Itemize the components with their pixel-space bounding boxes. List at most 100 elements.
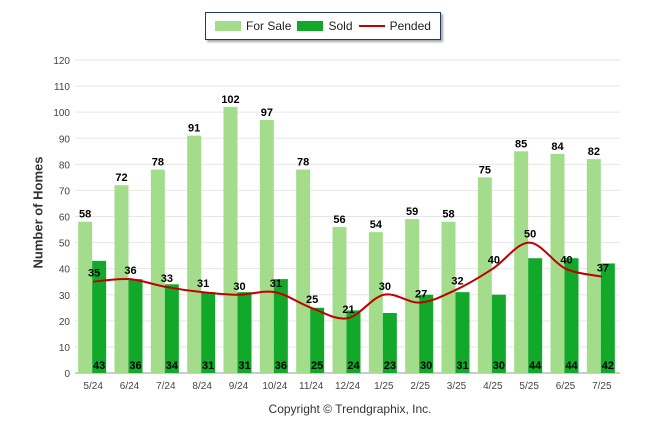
bar-for-sale	[296, 169, 311, 373]
bar-for-sale	[187, 135, 202, 373]
bar-sold	[164, 284, 179, 373]
y-tick-label: 40	[59, 265, 71, 276]
x-tick-label: 7/24	[156, 381, 176, 392]
legend-label-for-sale: For Sale	[246, 19, 292, 33]
sold-value-label: 30	[420, 360, 432, 372]
bar-for-sale	[332, 226, 347, 373]
x-tick-label: 11/24	[299, 381, 324, 392]
x-tick-label: 9/24	[229, 381, 249, 392]
bar-sold	[564, 258, 579, 373]
for-sale-value-label: 78	[152, 157, 164, 169]
y-tick-label: 120	[53, 56, 70, 67]
y-tick-label: 80	[59, 160, 71, 171]
x-tick-label: 5/24	[83, 381, 103, 392]
for-sale-value-label: 91	[188, 123, 200, 135]
legend: For Sale Sold Pended	[205, 12, 441, 40]
y-tick-label: 60	[59, 213, 71, 224]
y-tick-label: 110	[54, 82, 70, 93]
bar-sold	[455, 292, 470, 373]
y-tick-label: 20	[59, 317, 71, 328]
bar-sold	[201, 292, 216, 373]
for-sale-value-label: 58	[79, 209, 91, 221]
bar-sold	[310, 307, 325, 373]
y-tick-label: 90	[59, 134, 71, 145]
bar-sold	[419, 294, 434, 373]
for-sale-value-label: 59	[406, 206, 418, 218]
bar-for-sale	[368, 232, 383, 373]
pended-swatch	[358, 25, 385, 27]
bar-sold	[346, 310, 361, 373]
x-tick-label: 1/25	[374, 381, 394, 392]
legend-item-for-sale[interactable]: For Sale	[215, 19, 291, 33]
pended-value-label: 31	[197, 278, 209, 290]
for-sale-value-label: 56	[333, 214, 345, 226]
bar-sold	[273, 279, 288, 373]
sold-value-label: 24	[347, 360, 360, 372]
y-tick-label: 100	[53, 108, 70, 119]
bar-for-sale	[586, 159, 601, 373]
bar-for-sale	[514, 151, 529, 373]
x-tick-label: 7/25	[592, 381, 612, 392]
legend-item-pended[interactable]: Pended	[358, 19, 431, 33]
y-tick-label: 30	[59, 291, 71, 302]
y-axis-label: Number of Homes	[30, 156, 46, 269]
x-tick-label: 12/24	[335, 381, 360, 392]
pended-value-label: 50	[524, 229, 536, 241]
for-sale-value-label: 97	[261, 107, 273, 119]
for-sale-value-label: 78	[297, 157, 309, 169]
bar-for-sale	[223, 106, 238, 373]
sold-value-label: 36	[275, 360, 287, 372]
pended-value-label: 33	[161, 273, 173, 285]
x-tick-label: 8/24	[192, 381, 212, 392]
y-tick-label: 50	[59, 239, 71, 250]
for-sale-value-label: 58	[442, 209, 454, 221]
for-sale-value-label: 84	[551, 141, 564, 153]
bar-for-sale	[150, 169, 165, 373]
bar-for-sale	[259, 119, 274, 373]
pended-value-label: 30	[233, 281, 245, 293]
y-tick-label: 10	[59, 343, 71, 354]
sold-value-label: 31	[202, 360, 214, 372]
bar-for-sale	[405, 219, 420, 373]
pended-line	[93, 241, 603, 320]
for-sale-value-label: 102	[221, 94, 239, 106]
legend-item-sold[interactable]: Sold	[297, 19, 353, 33]
for-sale-value-label: 82	[588, 146, 600, 158]
pended-value-label: 27	[415, 289, 427, 301]
sold-value-label: 44	[529, 360, 542, 372]
pended-value-label: 30	[379, 281, 391, 293]
x-tick-label: 4/25	[483, 381, 503, 392]
pended-value-label: 40	[560, 255, 572, 267]
pended-value-label: 35	[88, 268, 100, 280]
bar-sold	[600, 263, 615, 373]
sold-value-label: 30	[493, 360, 505, 372]
pended-value-label: 40	[488, 255, 500, 267]
y-tick-label: 70	[59, 186, 71, 197]
bar-sold	[92, 260, 107, 373]
sold-swatch	[297, 21, 324, 31]
legend-label-pended: Pended	[389, 19, 431, 33]
sold-value-label: 23	[384, 360, 396, 372]
sold-value-label: 25	[311, 360, 323, 372]
pended-value-label: 32	[451, 276, 463, 288]
sold-value-label: 34	[166, 360, 179, 372]
pended-value-label: 21	[342, 304, 354, 316]
x-tick-label: 6/25	[556, 381, 576, 392]
sold-value-label: 42	[602, 360, 614, 372]
x-tick-label: 6/24	[120, 381, 140, 392]
pended-value-label: 37	[597, 262, 609, 274]
bar-sold	[128, 279, 143, 373]
copyright-text: Copyright © Trendgraphix, Inc.	[268, 402, 432, 416]
sold-value-label: 31	[456, 360, 468, 372]
for-sale-value-label: 54	[370, 219, 383, 231]
bar-for-sale	[78, 221, 93, 373]
sold-value-label: 31	[238, 360, 250, 372]
for-sale-swatch	[215, 21, 242, 31]
pended-value-label: 36	[124, 265, 136, 277]
sold-value-label: 36	[129, 360, 141, 372]
bar-for-sale	[441, 221, 456, 373]
x-tick-label: 3/25	[447, 381, 467, 392]
x-tick-label: 10/24	[262, 381, 287, 392]
x-tick-label: 5/25	[519, 381, 539, 392]
pended-value-label: 31	[270, 278, 282, 290]
